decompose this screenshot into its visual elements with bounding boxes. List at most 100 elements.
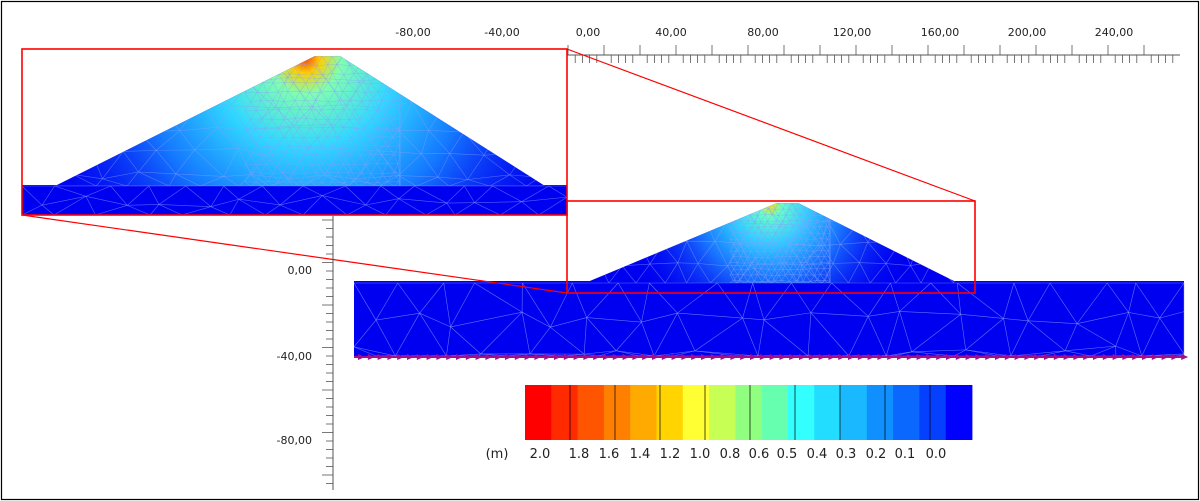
mesh-edge bbox=[800, 208, 805, 215]
mesh-edge bbox=[210, 185, 224, 207]
mesh-edge bbox=[303, 127, 311, 138]
support-marker bbox=[524, 354, 532, 360]
mesh-edge bbox=[762, 251, 765, 258]
mesh-edge bbox=[397, 163, 401, 174]
mesh-edge bbox=[764, 263, 769, 270]
mesh-edge bbox=[255, 164, 262, 174]
mesh-edge bbox=[727, 242, 741, 267]
mesh-edge bbox=[267, 180, 278, 183]
mesh-edge bbox=[810, 208, 815, 216]
mesh-edge bbox=[349, 65, 355, 74]
mesh-edge bbox=[778, 280, 782, 283]
mesh-edge bbox=[814, 268, 818, 276]
mesh-edge bbox=[275, 106, 313, 108]
mesh-edge bbox=[760, 226, 765, 233]
mesh-edge bbox=[827, 233, 831, 240]
mesh-edge bbox=[733, 227, 737, 233]
mesh-edge bbox=[298, 64, 305, 75]
mesh-edge bbox=[304, 56, 326, 79]
mesh-edge bbox=[760, 221, 765, 227]
mesh-edge bbox=[823, 268, 828, 276]
mesh-edge bbox=[421, 153, 439, 178]
mesh-edge bbox=[421, 130, 429, 154]
mesh-edge bbox=[272, 172, 284, 174]
mesh-edge bbox=[779, 262, 784, 270]
mesh-edge bbox=[653, 312, 678, 357]
mesh-edge bbox=[859, 242, 869, 263]
mesh-edge bbox=[328, 119, 333, 128]
mesh-edge bbox=[775, 226, 780, 233]
mesh-edge bbox=[392, 109, 400, 120]
mesh-edge bbox=[583, 317, 587, 355]
legend-label: 0.0 bbox=[926, 447, 947, 462]
support-marker bbox=[1171, 354, 1179, 360]
mesh-edge bbox=[386, 154, 395, 164]
mesh-edge bbox=[334, 90, 343, 93]
mesh-edge bbox=[416, 176, 439, 186]
mesh-edge bbox=[359, 118, 373, 120]
mesh-edge bbox=[814, 233, 819, 240]
mesh-edge bbox=[814, 239, 819, 246]
mesh-edge bbox=[521, 311, 551, 328]
mesh-edge bbox=[393, 99, 401, 102]
mesh-edge bbox=[311, 109, 317, 120]
support-marker bbox=[1044, 354, 1051, 360]
mesh-edge bbox=[789, 244, 797, 246]
mesh-edge bbox=[340, 148, 356, 180]
mesh-edge bbox=[265, 119, 272, 129]
y-axis-minor-ticks bbox=[322, 219, 333, 484]
mesh-edge bbox=[823, 250, 829, 257]
legend-labels: 2.0 1.8 1.6 1.4 1.2 1.0 0.8 0.6 0.5 0.4 … bbox=[530, 447, 947, 462]
mesh-edge bbox=[343, 109, 350, 120]
mesh-edge bbox=[328, 91, 335, 103]
mesh-edge bbox=[803, 226, 807, 233]
mesh-edge bbox=[85, 196, 96, 216]
support-marker bbox=[1161, 354, 1169, 360]
mesh-edge bbox=[809, 239, 815, 246]
mesh-edge bbox=[321, 155, 328, 164]
mesh-edge bbox=[771, 209, 775, 215]
mesh-edge bbox=[158, 204, 211, 207]
mesh-edge bbox=[363, 128, 399, 131]
mesh-edge bbox=[758, 221, 762, 228]
y-axis-tick-labels: 0,00 -40,00 -80,00 bbox=[277, 264, 312, 447]
mesh-edge bbox=[339, 109, 345, 120]
mesh-edge bbox=[365, 204, 386, 216]
mesh-edge bbox=[832, 244, 841, 264]
mesh-edge bbox=[454, 202, 475, 216]
mesh-edge bbox=[748, 220, 755, 222]
y-tick-label: -80,00 bbox=[277, 434, 312, 447]
mesh-edge bbox=[1159, 317, 1185, 355]
mesh-edge bbox=[306, 118, 312, 129]
mesh-edge bbox=[210, 206, 230, 216]
mesh-edge bbox=[805, 274, 811, 282]
mesh-edge bbox=[767, 214, 773, 222]
mesh-edge bbox=[317, 137, 323, 147]
mesh-edge bbox=[764, 238, 773, 240]
mesh-edge bbox=[740, 227, 745, 233]
mesh-edge bbox=[801, 245, 822, 266]
mesh-edge bbox=[294, 91, 301, 101]
mesh-edge bbox=[743, 250, 751, 252]
mesh-edge bbox=[803, 244, 807, 251]
mesh-edge bbox=[767, 256, 776, 258]
mesh-edge bbox=[279, 185, 304, 206]
mesh-edge bbox=[782, 214, 787, 222]
mesh-edge bbox=[223, 185, 239, 200]
mesh-edge bbox=[359, 73, 368, 83]
mesh-edge bbox=[266, 82, 274, 93]
mesh-edge bbox=[295, 109, 300, 119]
mesh-edge bbox=[697, 263, 728, 267]
mesh-edge bbox=[261, 118, 266, 129]
mesh-edge bbox=[796, 280, 801, 283]
mesh-edge bbox=[772, 256, 777, 264]
mesh-edge bbox=[392, 136, 401, 138]
mesh-edge bbox=[331, 64, 338, 74]
mesh-edge bbox=[771, 244, 777, 252]
mesh-edge bbox=[735, 227, 742, 233]
mesh-edge bbox=[217, 127, 248, 131]
mesh-edge bbox=[694, 350, 759, 357]
mesh-edge bbox=[778, 221, 784, 227]
mesh-edge bbox=[742, 274, 749, 282]
